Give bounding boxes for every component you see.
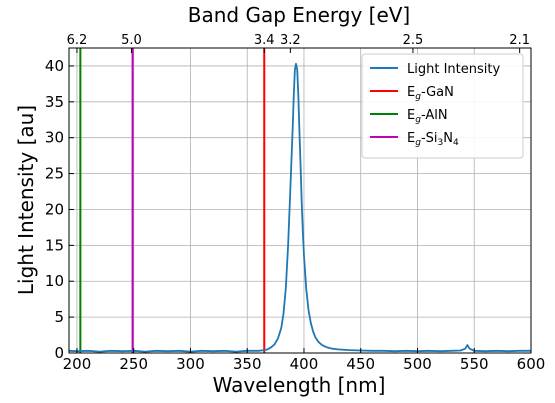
x-tick-label: 350 [233, 355, 262, 373]
plot-frame [68, 47, 532, 354]
top-axis-ticks: 6.2 5.0 3.4 3.2 2.5 2.1 [67, 33, 530, 53]
top-tick-label: 3.2 [280, 33, 301, 48]
top-tick-label: 2.5 [403, 33, 424, 48]
y-tick-label: 0 [54, 344, 64, 362]
top-tick-label: 2.1 [509, 33, 530, 48]
top-tick-label: 5.0 [121, 33, 142, 48]
x-axis-label: Wavelength [nm] [213, 373, 386, 397]
x-tick-label: 450 [346, 355, 375, 373]
legend-subscript: g [415, 138, 421, 148]
y-tick-label: 10 [45, 272, 64, 290]
top-axis-title: Band Gap Energy [eV] [188, 3, 410, 27]
legend-subscript: 4 [453, 138, 459, 148]
series-layer [68, 62, 531, 353]
legend-subscript: 3 [438, 138, 444, 148]
x-tick-label: 550 [460, 355, 489, 373]
x-tick-label: 500 [403, 355, 432, 373]
y-tick-label: 25 [45, 165, 64, 183]
y-tick-label: 15 [45, 236, 64, 254]
grid-lines [69, 48, 532, 354]
legend-label-part: E [407, 131, 415, 146]
y-tick-label: 30 [45, 129, 64, 147]
legend-label-part: -AlN [421, 108, 448, 123]
legend-label-part: E [407, 85, 415, 100]
x-tick-label: 200 [63, 355, 92, 373]
legend-label: Eg-GaN [407, 85, 454, 102]
x-tick-label: 600 [517, 355, 546, 373]
y-tick-label: 5 [54, 308, 64, 326]
legend-subscript: g [415, 115, 421, 125]
legend-label-part: N [443, 131, 453, 146]
top-tick-label: 6.2 [67, 33, 88, 48]
legend-subscript: g [415, 92, 421, 102]
legend-label-part: E [407, 108, 415, 123]
y-axis-ticks: 0 5 10 15 20 25 30 35 40 [45, 57, 74, 362]
legend-label-part: -GaN [421, 85, 454, 100]
y-tick-label: 20 [45, 200, 64, 218]
y-tick-label: 40 [45, 57, 64, 75]
x-tick-label: 300 [176, 355, 205, 373]
series-light-intensity [68, 62, 531, 353]
legend-label: Eg-AlN [407, 108, 448, 125]
legend-label: Light Intensity [407, 62, 500, 77]
y-tick-label: 35 [45, 93, 64, 111]
x-axis-ticks: 200 250 300 350 400 450 500 550 600 [63, 348, 546, 373]
x-tick-label: 250 [119, 355, 148, 373]
legend-label-part: -Si [421, 131, 438, 146]
legend-box [361, 53, 524, 159]
y-axis-label: Light Intensity [au] [14, 105, 38, 295]
top-tick-label: 3.4 [254, 33, 275, 48]
band-gap-lines [79, 48, 266, 353]
x-tick-label: 400 [290, 355, 319, 373]
legend-label: Eg-Si3N4 [407, 131, 459, 148]
